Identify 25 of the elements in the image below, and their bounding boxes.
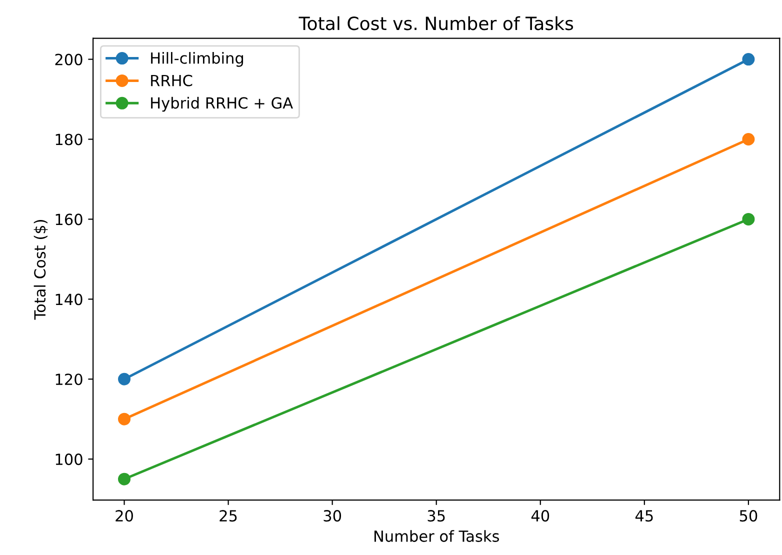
y-tick-label: 120 bbox=[56, 374, 82, 386]
point bbox=[742, 132, 755, 146]
y-tick-label: 140 bbox=[56, 294, 82, 306]
x-tick-label: 30 bbox=[324, 510, 342, 522]
y-tick-label: 100 bbox=[56, 454, 82, 466]
y-tick-label: 180 bbox=[56, 134, 82, 146]
x-tick-label: 50 bbox=[740, 510, 758, 522]
x-tick-label: 25 bbox=[220, 510, 237, 522]
x-tick-label: 45 bbox=[635, 510, 653, 522]
legend-label: RRHC bbox=[151, 74, 192, 86]
x-tick-label: 40 bbox=[531, 510, 550, 522]
x-tick-label: 20 bbox=[116, 510, 133, 522]
y-axis-title: Total Cost ($) bbox=[34, 220, 48, 320]
chart-title: Total Cost vs. Number of Tasks bbox=[298, 16, 574, 30]
point bbox=[742, 212, 755, 226]
point bbox=[118, 472, 131, 486]
legend-label: Hybrid RRHC + GA bbox=[151, 96, 293, 112]
point bbox=[742, 53, 755, 66]
legend-label: Hill-climbing bbox=[151, 52, 244, 67]
y-tick-label: 160 bbox=[56, 214, 82, 226]
point bbox=[118, 372, 131, 386]
x-axis-title: Number of Tasks bbox=[374, 530, 499, 542]
y-tick-label: 200 bbox=[55, 54, 82, 66]
point bbox=[118, 412, 131, 426]
x-tick-label: 35 bbox=[428, 510, 445, 522]
